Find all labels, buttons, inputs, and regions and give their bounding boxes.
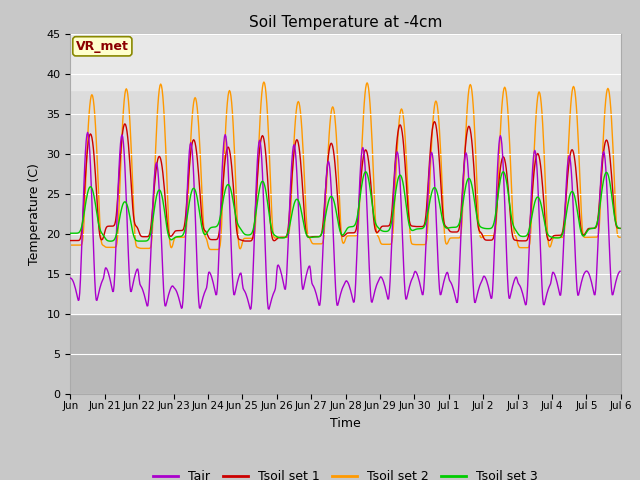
Bar	[70, 90, 621, 313]
Title: Soil Temperature at -4cm: Soil Temperature at -4cm	[249, 15, 442, 30]
Bar	[70, 34, 621, 90]
Legend: Tair, Tsoil set 1, Tsoil set 2, Tsoil set 3: Tair, Tsoil set 1, Tsoil set 2, Tsoil se…	[148, 465, 543, 480]
Y-axis label: Temperature (C): Temperature (C)	[28, 163, 41, 264]
X-axis label: Time: Time	[330, 417, 361, 430]
Text: VR_met: VR_met	[76, 40, 129, 53]
Bar	[70, 313, 621, 394]
